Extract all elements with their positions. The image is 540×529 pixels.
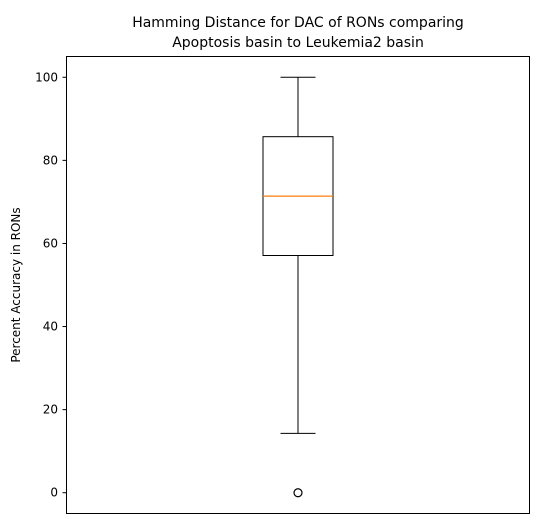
plot-area-frame — [66, 56, 530, 514]
y-tick-label: 20 — [43, 403, 58, 417]
y-axis-ticks: 0 20 40 60 80 100 — [35, 70, 67, 500]
outlier-point — [293, 488, 303, 498]
y-tick-label: 0 — [50, 486, 58, 500]
chart-title-line-2: Apoptosis basin to Leukemia2 basin — [172, 35, 424, 51]
chart-title-line-1: Hamming Distance for DAC of RONs compari… — [132, 15, 464, 31]
boxplot — [262, 76, 334, 498]
y-tick-label: 80 — [43, 153, 58, 167]
y-axis-label: Percent Accuracy in RONs — [9, 207, 23, 362]
y-tick-label: 60 — [43, 236, 58, 250]
y-tick-label: 40 — [43, 320, 58, 334]
y-tick-label: 100 — [35, 70, 58, 84]
